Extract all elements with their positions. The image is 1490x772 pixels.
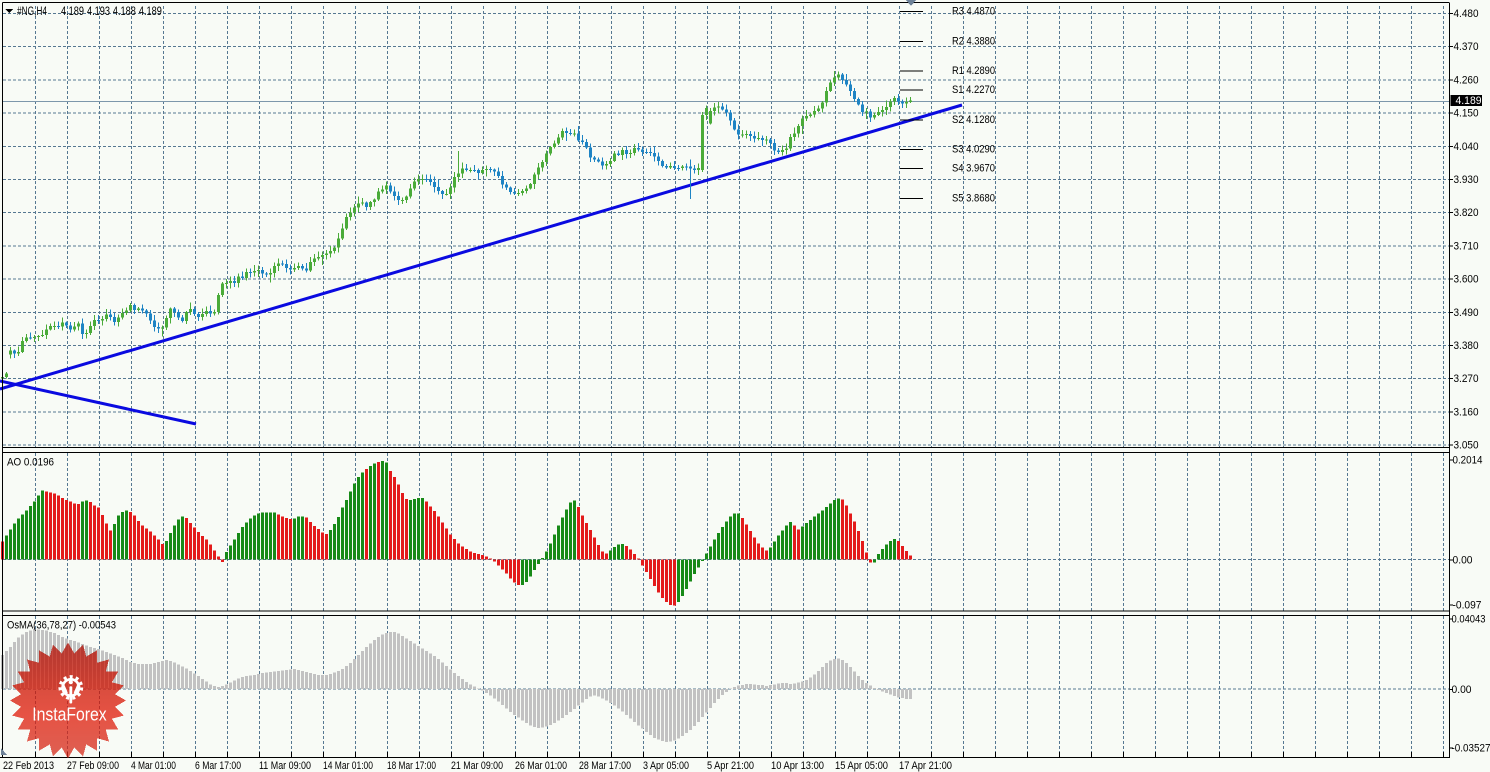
svg-text:3.930: 3.930: [1454, 174, 1479, 186]
svg-text:InstaForex: InstaForex: [32, 705, 107, 725]
svg-text:3.600: 3.600: [1454, 274, 1479, 286]
svg-text:0.00: 0.00: [1453, 554, 1473, 566]
svg-text:4.150: 4.150: [1454, 108, 1479, 120]
svg-text:S5 3.8680: S5 3.8680: [952, 192, 995, 204]
svg-text:4.040: 4.040: [1454, 141, 1479, 153]
svg-text:28 Mar 17:00: 28 Mar 17:00: [579, 760, 631, 772]
svg-text:0.00: 0.00: [1452, 684, 1472, 696]
svg-text:3.490: 3.490: [1454, 307, 1479, 319]
svg-text:21 Mar 09:00: 21 Mar 09:00: [451, 760, 503, 772]
svg-text:4.480: 4.480: [1454, 8, 1479, 20]
svg-text:R1 4.2890: R1 4.2890: [952, 65, 995, 77]
svg-text:18 Mar 17:00: 18 Mar 17:00: [387, 760, 436, 772]
svg-text:3.710: 3.710: [1454, 240, 1479, 252]
svg-text:#NG,H4: #NG,H4: [17, 6, 47, 18]
svg-text:3.050: 3.050: [1454, 440, 1479, 452]
svg-text:4 Mar 01:00: 4 Mar 01:00: [131, 760, 176, 772]
svg-text:4.370: 4.370: [1454, 41, 1479, 53]
svg-text:0.04043: 0.04043: [1452, 614, 1486, 626]
svg-text:OsMA(36,78,27) -0.00543: OsMA(36,78,27) -0.00543: [7, 620, 116, 632]
svg-text:10 Apr 13:00: 10 Apr 13:00: [771, 760, 824, 772]
svg-text:S2 4.1280: S2 4.1280: [952, 114, 995, 126]
svg-text:S3 4.0290: S3 4.0290: [952, 144, 995, 156]
svg-text:3.820: 3.820: [1454, 207, 1479, 219]
svg-text:0.2014: 0.2014: [1453, 454, 1483, 466]
svg-text:4.193: 4.193: [87, 6, 110, 18]
svg-text:R3 4.4870: R3 4.4870: [952, 5, 995, 17]
svg-text:17 Apr 21:00: 17 Apr 21:00: [899, 760, 952, 772]
svg-text:22 Feb 2013: 22 Feb 2013: [3, 760, 54, 772]
svg-text:3 Apr 05:00: 3 Apr 05:00: [643, 760, 689, 772]
svg-text:4.189: 4.189: [61, 6, 84, 18]
svg-text:3.160: 3.160: [1454, 406, 1479, 418]
svg-text:S1 4.2270: S1 4.2270: [952, 84, 995, 96]
svg-text:-0.097: -0.097: [1453, 600, 1482, 612]
svg-text:S4 3.9670: S4 3.9670: [952, 162, 995, 174]
svg-text:3.270: 3.270: [1454, 373, 1479, 385]
svg-text:3.380: 3.380: [1454, 340, 1479, 352]
svg-text:-0.03527: -0.03527: [1452, 743, 1490, 755]
svg-text:11 Mar 09:00: 11 Mar 09:00: [259, 760, 311, 772]
svg-text:5 Apr 21:00: 5 Apr 21:00: [707, 760, 754, 772]
svg-text:4.260: 4.260: [1454, 74, 1479, 86]
svg-text:4.189: 4.189: [139, 6, 162, 18]
svg-text:6 Mar 17:00: 6 Mar 17:00: [195, 760, 241, 772]
svg-text:4.188: 4.188: [113, 6, 136, 18]
svg-text:R2 4.3880: R2 4.3880: [952, 35, 995, 47]
svg-text:15 Apr 05:00: 15 Apr 05:00: [835, 760, 888, 772]
svg-text:4.189: 4.189: [1456, 95, 1482, 107]
svg-text:14 Mar 01:00: 14 Mar 01:00: [323, 760, 373, 772]
svg-text:AO 0.0196: AO 0.0196: [7, 457, 54, 469]
svg-text:26 Mar 01:00: 26 Mar 01:00: [515, 760, 567, 772]
svg-text:27 Feb 09:00: 27 Feb 09:00: [67, 760, 119, 772]
